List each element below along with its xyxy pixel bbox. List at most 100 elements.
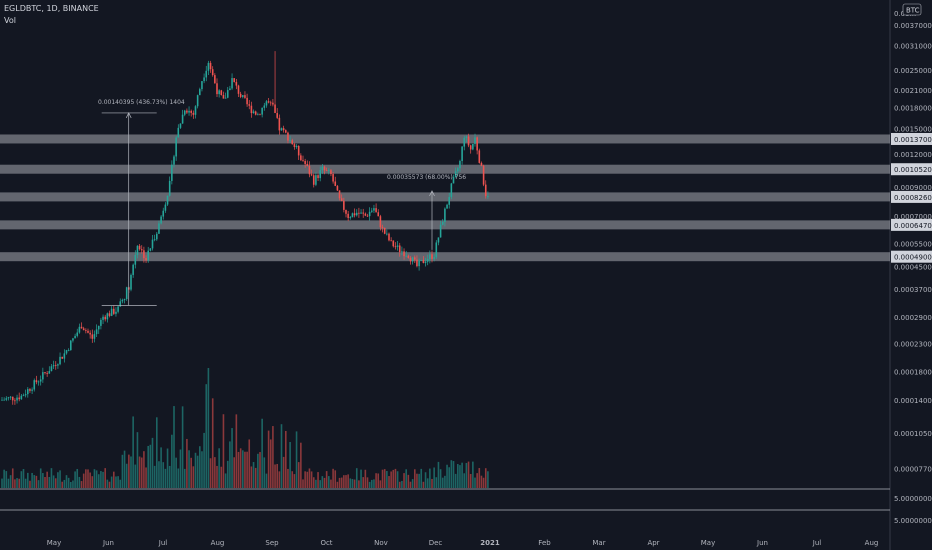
candle-body (244, 95, 246, 98)
candle-body (334, 181, 337, 186)
volume-bar (35, 475, 38, 488)
volume-bar (162, 462, 165, 488)
candle-body (263, 105, 266, 108)
volume-bar (379, 480, 382, 488)
x-tick-label: Sep (265, 539, 279, 547)
candle-body (199, 89, 201, 96)
volume-bar (360, 469, 362, 488)
volume-bar (272, 426, 274, 488)
candle-body (52, 365, 55, 367)
candle-body (3, 399, 5, 401)
volume-bar (203, 432, 205, 488)
candle-body (85, 330, 87, 331)
volume-bar (373, 479, 375, 488)
candle-body (190, 110, 192, 113)
x-tick-label: Jun (102, 539, 114, 547)
volume-bar (74, 471, 76, 488)
measure-label: 0.00035573 (68.00%) 756 (387, 174, 466, 181)
volume-bar (11, 468, 14, 488)
volume-bar (50, 468, 53, 488)
zone-price-tag (891, 250, 932, 263)
candle-body (426, 259, 429, 262)
candle-body (54, 365, 57, 366)
candle-body (435, 242, 438, 258)
volume-bar (46, 471, 48, 488)
candle-body (328, 170, 330, 172)
volume-bar (108, 481, 111, 488)
candle-body (171, 164, 173, 181)
candle-body (151, 239, 154, 249)
volume-bar (457, 464, 459, 488)
volume-bar (156, 417, 158, 488)
measure-arrow-head (429, 190, 435, 197)
volume-bar (261, 418, 263, 488)
candle-body (336, 185, 339, 191)
candle-body (113, 308, 115, 314)
volume-bar (386, 470, 388, 488)
candle-body (304, 161, 306, 165)
candle-body (291, 140, 294, 145)
candle-body (360, 212, 362, 214)
volume-bar (416, 473, 418, 488)
candle-body (14, 400, 16, 402)
volume-bar (27, 472, 29, 488)
volume-bar (405, 469, 407, 488)
candle-body (16, 397, 18, 401)
x-tick-label: Oct (320, 539, 332, 547)
volume-bar (403, 473, 405, 488)
candle-body (37, 381, 40, 383)
volume-bar (186, 438, 188, 488)
candle-body (100, 319, 102, 326)
candle-body (33, 380, 36, 390)
candle-body (39, 379, 42, 382)
volume-bar (16, 478, 18, 488)
candle-body (35, 380, 38, 383)
candle-body (306, 164, 309, 166)
candle-body (250, 105, 253, 114)
volume-bar (106, 479, 109, 488)
candle-body (179, 123, 182, 128)
volume-bar (265, 473, 268, 488)
candle-body (351, 213, 354, 218)
candle-body (48, 371, 51, 374)
candle-body (411, 257, 414, 262)
volume-bar (274, 464, 276, 488)
volume-bar (222, 414, 225, 488)
volume-bar (448, 467, 450, 488)
x-tick-label: Aug (865, 539, 879, 547)
candle-body (338, 190, 341, 199)
candle-body (472, 143, 474, 150)
volume-bar (7, 478, 10, 488)
volume-bar (110, 476, 113, 488)
volume-bar (95, 470, 98, 488)
volume-bar (396, 471, 399, 488)
candle-body (162, 210, 165, 217)
candle-body (78, 326, 81, 333)
candle-body (147, 250, 149, 261)
candle-body (192, 112, 195, 115)
candle-body (115, 311, 117, 314)
candle-body (325, 170, 328, 172)
candle-body (177, 127, 180, 138)
candle-body (104, 316, 106, 320)
volume-bar (454, 473, 457, 488)
candle-body (310, 174, 313, 176)
candle-body (211, 69, 214, 76)
volume-bar (218, 448, 220, 488)
volume-bar (87, 469, 89, 488)
volume-bar (259, 452, 261, 488)
candle-body (272, 102, 274, 105)
x-tick-label: Jul (812, 539, 822, 547)
candle-body (441, 221, 444, 225)
volume-bar (418, 473, 420, 488)
x-tick-label: Feb (538, 539, 551, 547)
candle-body (420, 259, 423, 261)
candle-body (289, 140, 291, 142)
candle-body (130, 274, 132, 290)
volume-bar (420, 468, 423, 488)
